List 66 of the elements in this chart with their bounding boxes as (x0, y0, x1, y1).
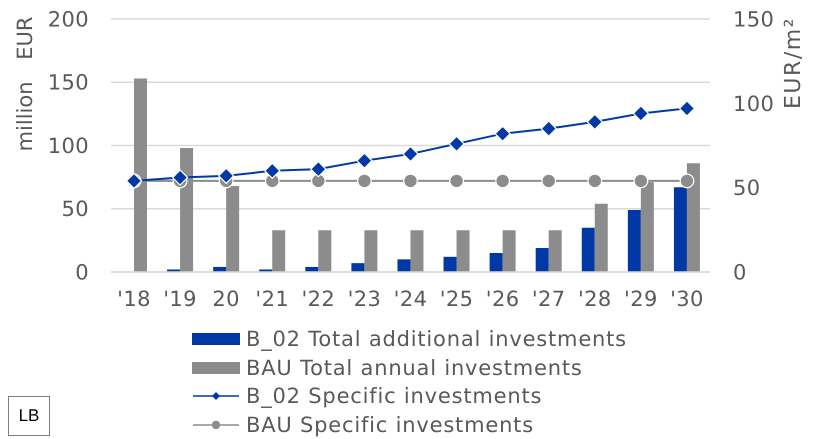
point (495, 174, 510, 188)
legend-label: BAU Total annual investments (246, 356, 583, 380)
point (680, 174, 694, 188)
legend-label: B_02 Total additional investments (246, 327, 627, 352)
bar (490, 253, 503, 272)
x-tick-label: '30 (670, 286, 704, 311)
point (264, 162, 280, 179)
point (494, 126, 511, 142)
bar (397, 259, 410, 272)
x-tick-label: '19 (163, 286, 197, 311)
x-tick-label: '18 (117, 286, 151, 311)
x-tick-label: '27 (532, 286, 566, 311)
x-tick-label: '24 (394, 286, 428, 311)
x-tick-label: '22 (301, 286, 336, 311)
x-tick-label: 20 (212, 286, 240, 311)
bar (582, 228, 595, 272)
point (310, 174, 326, 188)
y2-tick-label: 50 (733, 176, 761, 200)
bar (502, 230, 516, 272)
y2-tick-label: 150 (733, 7, 774, 32)
legend-label: B_02 Specific investments (246, 384, 542, 408)
point (218, 168, 234, 184)
bar (364, 230, 378, 272)
point (586, 114, 603, 130)
x-tick-label: '21 (255, 286, 290, 311)
point (541, 174, 556, 188)
point (172, 169, 188, 186)
bar (318, 230, 332, 272)
bar (410, 230, 424, 272)
y-tick-label: 150 (48, 70, 89, 95)
x-tick-label: '28 (578, 286, 612, 311)
legend-label: BAU Specific investments (246, 412, 534, 437)
point (402, 146, 419, 162)
x-tick-label: '23 (348, 286, 382, 311)
y2-tick-label: 100 (733, 92, 774, 116)
point (357, 174, 372, 188)
bar (674, 187, 687, 272)
y-tick-label: 0 (75, 260, 89, 284)
bar (548, 230, 562, 272)
point (633, 174, 648, 188)
point (678, 100, 696, 116)
y-tick-label: 100 (48, 134, 89, 158)
x-tick-label: '26 (486, 286, 520, 311)
bar (594, 204, 608, 272)
y-axis-title: million EUR (13, 16, 37, 152)
y2-tick-label: 0 (733, 260, 747, 284)
bar (628, 210, 641, 272)
y2-axis-title: EUR/m² (780, 17, 806, 109)
x-tick-label: '29 (624, 286, 658, 311)
y-tick-label: 200 (48, 7, 89, 32)
y-tick-label: 50 (61, 197, 89, 222)
point (587, 174, 602, 188)
x-tick-label: '25 (440, 286, 474, 311)
bar (456, 230, 470, 272)
point (356, 152, 373, 169)
point (540, 120, 557, 137)
bar (536, 248, 549, 272)
point (403, 174, 418, 188)
point (632, 105, 649, 122)
bar (272, 230, 286, 272)
point (310, 161, 326, 178)
point (449, 174, 464, 188)
bar (351, 263, 364, 272)
point (448, 136, 465, 152)
bar (444, 256, 457, 272)
text: LB (18, 406, 40, 426)
